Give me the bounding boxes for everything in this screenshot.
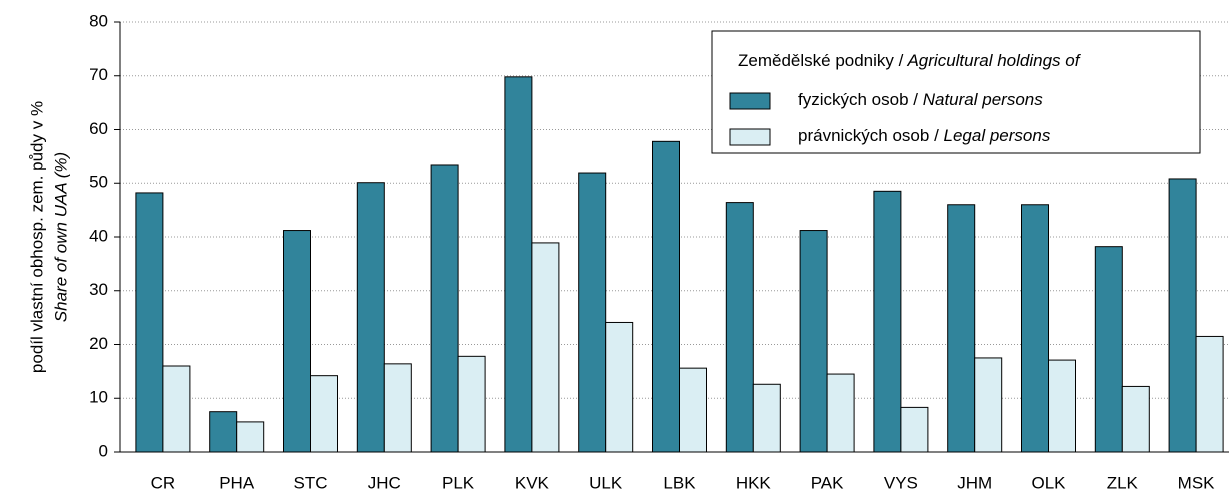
x-tick-label: JHM	[957, 473, 992, 492]
bar	[356, 182, 385, 453]
y-tick-label: 0	[99, 441, 108, 460]
bar	[799, 230, 828, 453]
bar	[504, 76, 533, 453]
bar	[1168, 178, 1197, 453]
x-tick-label: PHA	[219, 473, 255, 492]
y-tick-label: 60	[89, 119, 108, 138]
x-tick-label: HKK	[736, 473, 772, 492]
bar	[457, 355, 486, 453]
bar	[209, 411, 238, 453]
x-tick-label: JHC	[368, 473, 401, 492]
bar	[652, 140, 680, 453]
x-tick-label: MSK	[1178, 473, 1216, 492]
y-tick-label: 80	[89, 11, 108, 30]
x-tick-label: STC	[294, 473, 328, 492]
legend-swatch	[729, 128, 771, 146]
bar	[236, 421, 265, 453]
y-tick-label: 10	[89, 388, 108, 407]
bar	[900, 406, 929, 453]
x-tick-label: LBK	[663, 473, 696, 492]
legend-label: fyzických osob / Natural persons	[798, 90, 1043, 109]
x-tick-label: KVK	[515, 473, 550, 492]
x-tick-label: OLK	[1031, 473, 1066, 492]
bar	[283, 230, 311, 453]
x-tick-label: ULK	[589, 473, 623, 492]
bar	[947, 204, 976, 453]
legend-box	[711, 30, 1201, 154]
bar	[430, 164, 459, 453]
legend-title: Zemědělské podniky / Agricultural holdin…	[738, 51, 1082, 70]
bar	[974, 357, 1003, 453]
y-tick-label: 30	[89, 280, 108, 299]
bar	[873, 190, 902, 453]
y-tick-label: 50	[89, 173, 108, 192]
y-axis-label: podíl vlastní obhosp. zem. půdy v %	[27, 101, 46, 373]
legend-swatch	[729, 92, 771, 110]
x-tick-label: PLK	[442, 473, 475, 492]
bar	[1094, 246, 1123, 453]
x-tick-label: PAK	[811, 473, 844, 492]
bar	[605, 321, 634, 453]
bar	[531, 242, 560, 453]
y-axis-title: podíl vlastní obhosp. zem. půdy v % Shar…	[27, 101, 70, 373]
x-tick-label: ZLK	[1107, 473, 1139, 492]
bar	[162, 365, 191, 453]
y-tick-label: 20	[89, 334, 108, 353]
bar	[752, 383, 781, 453]
bar	[679, 367, 707, 453]
bar	[1021, 204, 1049, 453]
bar	[578, 172, 607, 453]
y-axis-label: Share of own UAA (%)	[51, 152, 70, 322]
bar	[1195, 335, 1224, 453]
y-tick-label: 70	[89, 65, 108, 84]
legend: Zemědělské podniky / Agricultural holdin…	[711, 30, 1201, 154]
x-tick-label: CR	[151, 473, 176, 492]
bar	[1048, 359, 1076, 453]
bar	[826, 373, 855, 453]
y-tick-label: 40	[89, 226, 108, 245]
bar	[383, 363, 412, 453]
bar	[1121, 385, 1150, 453]
x-tick-label: VYS	[884, 473, 918, 492]
legend-label: právnických osob / Legal persons	[798, 126, 1051, 145]
bar	[310, 375, 338, 453]
bar	[135, 192, 164, 453]
bar	[725, 202, 754, 453]
